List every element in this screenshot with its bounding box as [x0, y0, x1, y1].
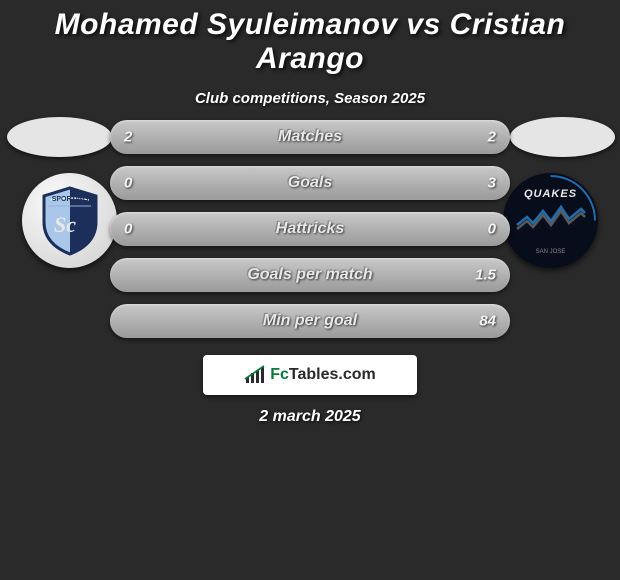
stat-label: Min per goal [263, 312, 357, 330]
svg-text:QUAKES: QUAKES [524, 188, 577, 200]
svg-text:Sc: Sc [54, 212, 76, 237]
subtitle: Club competitions, Season 2025 [0, 90, 620, 107]
bar-chart-icon [244, 365, 266, 385]
stat-right-value: 84 [479, 313, 496, 330]
sporting-kc-icon: SPORTING Sc [31, 182, 109, 260]
team-badge-right: QUAKES SAN JOSE [503, 173, 598, 268]
date-text: 2 march 2025 [0, 408, 620, 426]
quakes-icon: QUAKES SAN JOSE [503, 173, 598, 268]
stat-row-mpg: Min per goal 84 [110, 304, 510, 338]
stat-label: Goals [288, 174, 332, 192]
player-photo-right [510, 117, 615, 157]
player-photo-left [7, 117, 112, 157]
stat-right-value: 2 [488, 129, 496, 146]
stat-label: Goals per match [247, 266, 372, 284]
stat-row-matches: 2 Matches 2 [110, 120, 510, 154]
svg-text:SAN JOSE: SAN JOSE [536, 249, 566, 255]
stat-right-value: 0 [488, 221, 496, 238]
stat-label: Matches [278, 128, 342, 146]
stat-left-value: 2 [124, 129, 132, 146]
stat-left-value: 0 [124, 221, 132, 238]
stat-row-hattricks: 0 Hattricks 0 [110, 212, 510, 246]
stat-label: Hattricks [276, 220, 344, 238]
stats-area: 2 Matches 2 0 Goals 3 0 Hattricks 0 Goal… [110, 120, 510, 350]
svg-text:SPORTING: SPORTING [51, 196, 88, 203]
stat-row-goals: 0 Goals 3 [110, 166, 510, 200]
team-badge-left: SPORTING Sc [22, 173, 117, 268]
stat-left-value: 0 [124, 175, 132, 192]
stat-right-value: 3 [488, 175, 496, 192]
stat-right-value: 1.5 [475, 267, 496, 284]
brand-box: FcTables.com [203, 355, 417, 395]
brand-text: FcTables.com [270, 366, 376, 384]
stat-row-gpm: Goals per match 1.5 [110, 258, 510, 292]
page-title: Mohamed Syuleimanov vs Cristian Arango [0, 0, 620, 76]
